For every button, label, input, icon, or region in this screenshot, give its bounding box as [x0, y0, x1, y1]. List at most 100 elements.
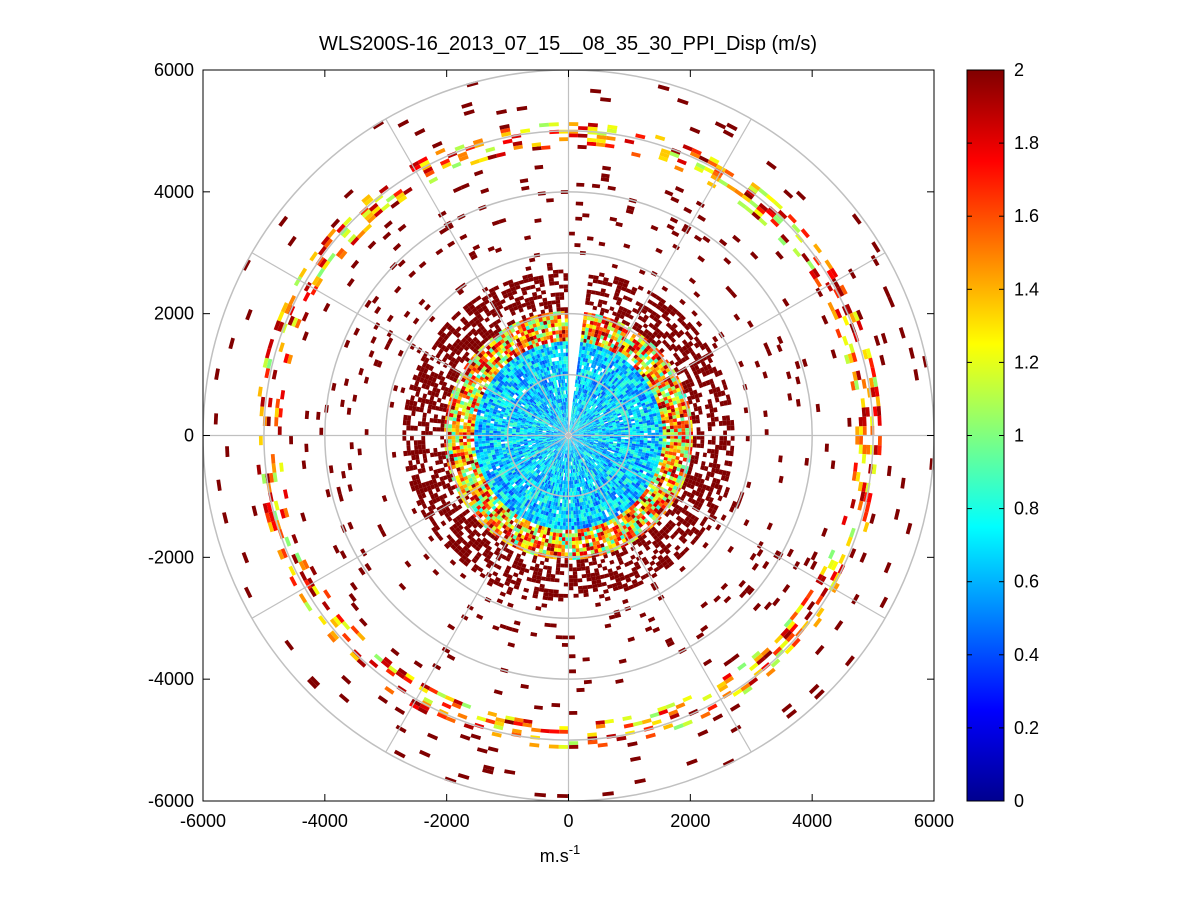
data-cell	[571, 432, 576, 435]
data-cell	[583, 432, 587, 434]
data-cell	[544, 410, 548, 415]
data-cell	[575, 431, 580, 434]
data-cell	[647, 440, 652, 444]
data-cell	[562, 445, 564, 450]
data-cell	[559, 440, 563, 443]
data-cell	[569, 428, 571, 432]
data-cell	[594, 430, 599, 433]
data-cell	[548, 407, 552, 412]
data-cell	[519, 436, 524, 439]
data-cell	[560, 449, 563, 453]
data-cell	[548, 450, 553, 454]
data-cell	[586, 440, 591, 442]
data-cell	[575, 436, 580, 438]
data-cell	[542, 439, 547, 441]
data-cell	[594, 438, 599, 441]
data-cell	[578, 421, 581, 425]
data-cell	[560, 414, 563, 419]
data-cell	[572, 433, 576, 435]
data-cell	[585, 412, 590, 417]
data-cell	[565, 424, 567, 429]
data-cell	[579, 437, 584, 439]
data-cell	[575, 456, 578, 461]
data-cell	[557, 425, 561, 429]
data-cell	[543, 450, 548, 454]
data-cell	[598, 417, 602, 421]
data-cell	[669, 419, 674, 423]
data-cell	[564, 491, 567, 496]
data-cell	[539, 428, 543, 430]
data-cell	[576, 521, 580, 526]
data-cell	[557, 432, 562, 434]
data-cell	[563, 510, 567, 515]
data-cell	[572, 409, 574, 414]
data-cell	[523, 432, 528, 435]
data-cell	[563, 507, 567, 511]
data-cell	[647, 425, 652, 428]
data-cell	[553, 436, 558, 438]
data-cell	[553, 454, 557, 458]
data-cell	[542, 429, 547, 432]
data-cell	[647, 430, 652, 433]
data-cell	[597, 443, 601, 446]
data-cell	[574, 448, 577, 453]
data-cell	[576, 424, 580, 428]
data-cell	[654, 443, 659, 447]
data-cell	[574, 444, 578, 448]
data-cell	[661, 447, 666, 451]
data-cell	[562, 449, 565, 454]
data-cell	[576, 514, 579, 519]
data-cell	[519, 432, 524, 435]
data-cell	[575, 452, 578, 457]
data-cell	[584, 416, 588, 421]
data-cell	[572, 465, 574, 470]
data-cell	[478, 424, 483, 428]
data-cell	[553, 433, 558, 435]
data-cell	[549, 433, 554, 435]
data-cell	[583, 421, 587, 424]
data-cell	[566, 416, 568, 421]
data-cell	[574, 418, 577, 422]
data-cell	[478, 429, 482, 433]
data-cell	[567, 428, 568, 432]
data-cell	[582, 414, 586, 419]
data-cell	[577, 442, 581, 446]
data-cell	[578, 440, 583, 443]
data-cell	[508, 437, 513, 440]
data-cell	[561, 405, 564, 410]
data-cell	[575, 437, 580, 439]
data-cell	[549, 406, 553, 411]
data-cell	[592, 415, 597, 419]
data-cell	[574, 457, 576, 461]
data-cell	[643, 425, 648, 429]
data-cell	[544, 423, 549, 426]
data-cell	[478, 443, 483, 447]
data-cell	[590, 431, 595, 433]
data-cell	[639, 442, 644, 445]
data-cell	[561, 433, 565, 435]
data-cell	[560, 352, 564, 357]
data-cell	[589, 417, 593, 420]
data-cell	[563, 356, 567, 361]
data-cell	[560, 348, 564, 353]
data-cell	[563, 430, 566, 433]
data-cell	[643, 440, 648, 443]
data-cell	[576, 517, 580, 522]
data-cell	[647, 443, 652, 446]
data-cell	[566, 457, 568, 462]
data-cell	[569, 428, 572, 433]
data-cell	[535, 443, 540, 445]
data-cell	[587, 436, 591, 438]
data-cell	[581, 400, 584, 405]
data-cell	[554, 458, 558, 463]
data-cell	[586, 428, 591, 431]
data-cell	[546, 437, 550, 439]
data-cell	[554, 445, 558, 449]
data-cell	[554, 431, 558, 433]
data-cell	[569, 446, 571, 451]
data-cell	[586, 408, 590, 412]
data-cell	[542, 433, 546, 435]
data-cell	[582, 461, 585, 466]
data-cell	[538, 438, 543, 441]
data-cell	[545, 410, 549, 414]
